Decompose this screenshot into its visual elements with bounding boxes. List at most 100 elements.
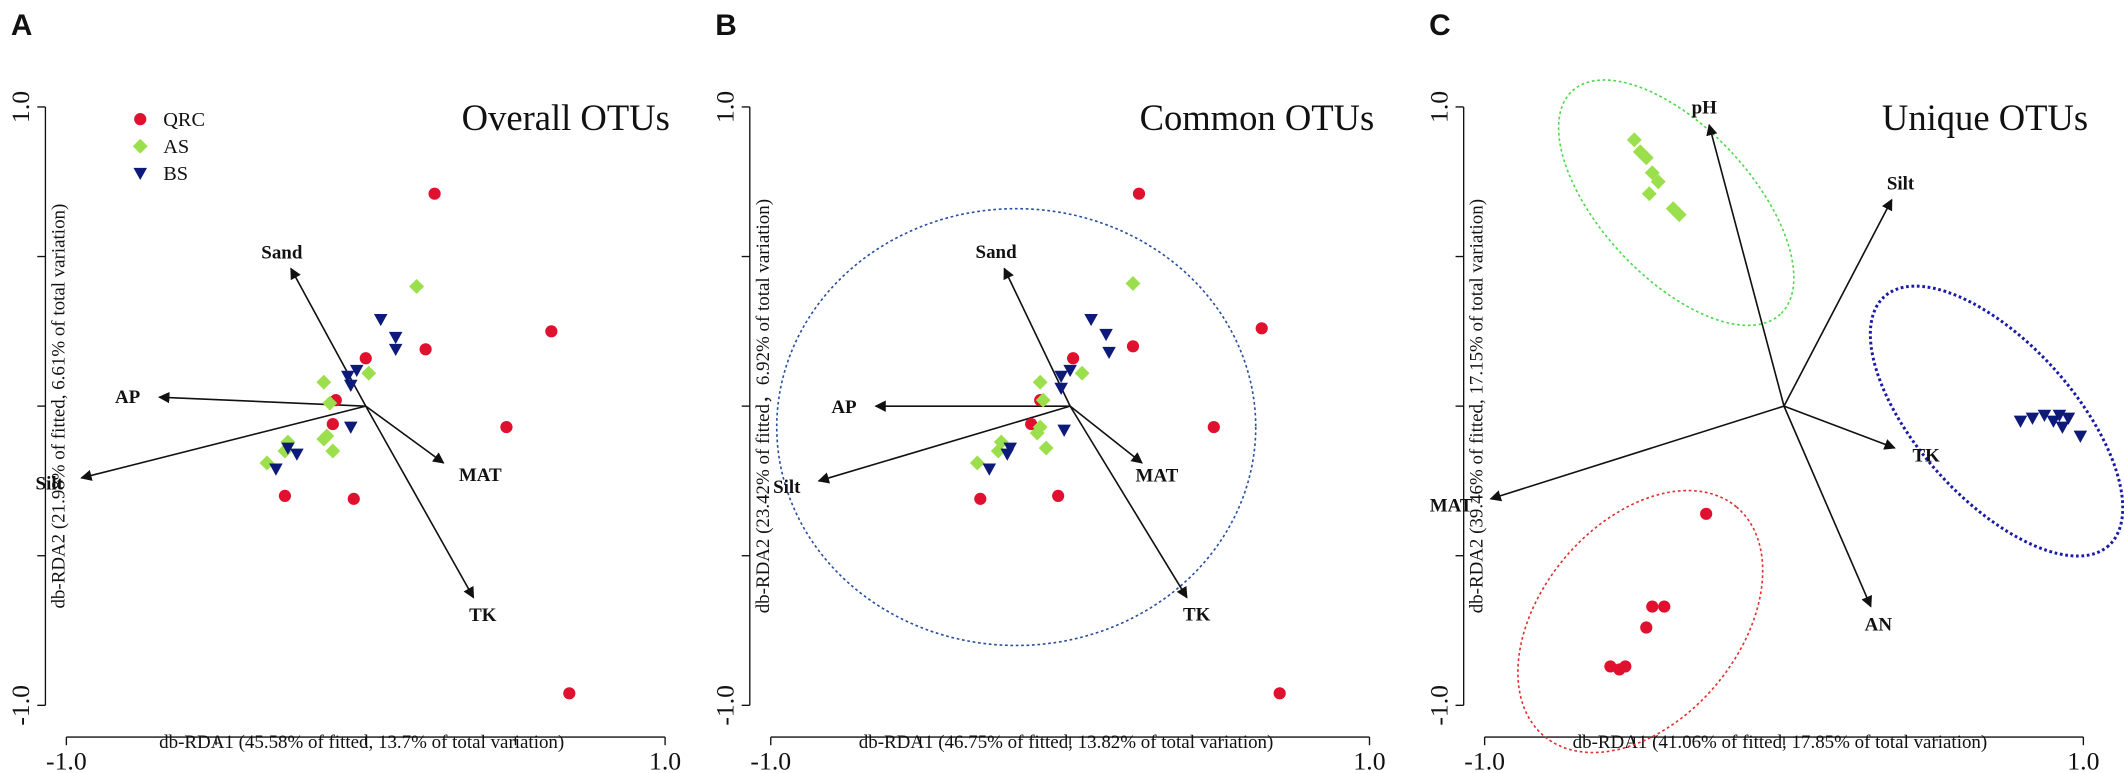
point bbox=[277, 443, 293, 459]
point bbox=[259, 455, 275, 471]
arrow-label: AP bbox=[115, 387, 141, 408]
arrow-label: MAT bbox=[1430, 495, 1473, 516]
point bbox=[2025, 412, 2040, 425]
point bbox=[563, 687, 576, 700]
point bbox=[1038, 440, 1054, 456]
point bbox=[325, 443, 341, 459]
biplot-arrow bbox=[1783, 405, 1872, 608]
point bbox=[1650, 174, 1666, 190]
point bbox=[1125, 276, 1141, 291]
point bbox=[2037, 409, 2052, 422]
arrow-label: Sand bbox=[261, 243, 303, 264]
biplot-arrow bbox=[1706, 123, 1785, 407]
x-axis-label: db-RDA1 (45.58% of fitted, 13.7% of tota… bbox=[159, 732, 564, 753]
point bbox=[1054, 382, 1068, 395]
legend-swatch bbox=[132, 138, 148, 154]
point bbox=[361, 365, 377, 381]
arrow-label: TK bbox=[1183, 605, 1211, 626]
arrow-label: AP bbox=[831, 397, 857, 418]
arrow-label: TK bbox=[1912, 445, 1940, 466]
point bbox=[1054, 370, 1068, 383]
point bbox=[1658, 600, 1671, 613]
y-tick-label: -1.0 bbox=[711, 685, 740, 726]
point bbox=[269, 463, 283, 476]
point bbox=[500, 420, 513, 434]
point bbox=[1626, 132, 1642, 148]
x-tick-label: -1.0 bbox=[1464, 747, 1505, 773]
point bbox=[1207, 420, 1220, 434]
point bbox=[974, 492, 987, 505]
biplot-arrow bbox=[1489, 405, 1785, 502]
point bbox=[343, 379, 358, 392]
arrow-label: Silt bbox=[1887, 174, 1915, 195]
point bbox=[1638, 150, 1654, 166]
point bbox=[349, 364, 364, 377]
point bbox=[1644, 165, 1660, 181]
point bbox=[1640, 621, 1653, 634]
point bbox=[1273, 687, 1286, 700]
biplot-arrow bbox=[365, 405, 445, 464]
y-tick-label: 1.0 bbox=[6, 91, 35, 123]
x-axis-label: db-RDA1 (41.06% of fitted, 17.85% of tot… bbox=[1573, 732, 1988, 753]
point bbox=[1057, 424, 1071, 437]
biplot-arrow bbox=[365, 405, 475, 599]
legend-swatch bbox=[133, 167, 148, 181]
biplot-arrow bbox=[80, 405, 366, 481]
group-ellipse bbox=[775, 207, 1257, 647]
x-tick-label: -1.0 bbox=[46, 747, 87, 773]
point bbox=[419, 343, 432, 356]
point bbox=[969, 455, 985, 471]
point bbox=[316, 374, 332, 390]
point bbox=[290, 448, 304, 461]
point bbox=[1067, 352, 1080, 365]
point bbox=[2055, 421, 2070, 434]
group-ellipse bbox=[1868, 284, 2124, 558]
point bbox=[1084, 313, 1098, 327]
point bbox=[1035, 392, 1051, 408]
point bbox=[1646, 600, 1659, 613]
y-tick-label: 1.0 bbox=[711, 91, 740, 123]
legend-label: BS bbox=[163, 163, 188, 185]
legend-swatch bbox=[134, 113, 147, 126]
biplot-arrow bbox=[1069, 405, 1143, 464]
point bbox=[1255, 322, 1268, 335]
biplot-arrow bbox=[1783, 405, 1896, 450]
panel-letter: C bbox=[1429, 9, 1451, 42]
x-tick-label: 1.0 bbox=[649, 747, 681, 773]
x-tick-label: -1.0 bbox=[750, 747, 791, 773]
group-ellipse bbox=[1517, 489, 1764, 754]
point bbox=[359, 352, 372, 365]
point bbox=[2013, 415, 2028, 428]
point bbox=[990, 443, 1006, 459]
arrow-label: Silt bbox=[773, 477, 801, 498]
point bbox=[326, 417, 339, 431]
point bbox=[278, 489, 292, 502]
point bbox=[1619, 660, 1632, 673]
x-tick-label: 1.0 bbox=[2067, 747, 2099, 773]
group-ellipse bbox=[1557, 79, 1795, 327]
point bbox=[2061, 412, 2076, 425]
y-tick-label: -1.0 bbox=[1424, 685, 1453, 726]
biplot-arrow bbox=[1069, 405, 1188, 599]
y-tick-label: -1.0 bbox=[6, 685, 35, 726]
point bbox=[1132, 187, 1146, 200]
biplot-arrow bbox=[1783, 198, 1893, 407]
arrow-label: TK bbox=[469, 605, 497, 626]
point bbox=[373, 313, 388, 327]
point bbox=[1102, 346, 1116, 360]
point bbox=[1074, 365, 1090, 381]
x-axis-label: db-RDA1 (46.75% of fitted, 13.82% of tot… bbox=[859, 732, 1274, 753]
arrow-label: pH bbox=[1692, 97, 1718, 118]
point bbox=[1099, 328, 1113, 342]
point bbox=[322, 395, 338, 411]
arrow-label: AN bbox=[1865, 615, 1893, 636]
panel-letter: B bbox=[715, 9, 737, 42]
chart-title: Common OTUs bbox=[1140, 97, 1375, 138]
legend-label: AS bbox=[163, 136, 189, 158]
point bbox=[388, 331, 403, 345]
arrow-label: Sand bbox=[976, 242, 1018, 263]
arrow-label: MAT bbox=[459, 465, 502, 486]
point bbox=[545, 325, 558, 338]
panel-letter: A bbox=[11, 9, 33, 42]
